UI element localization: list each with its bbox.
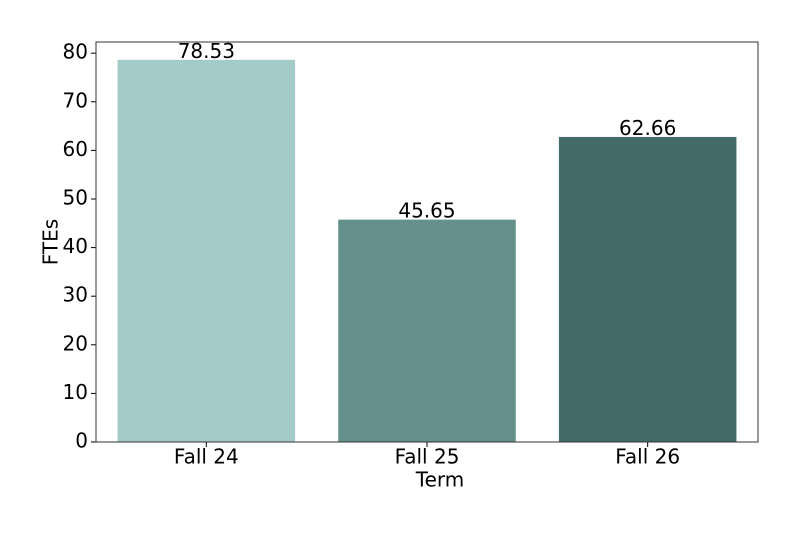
y-tick-label: 70: [63, 88, 88, 112]
bar: [117, 59, 296, 443]
x-tick-label: Fall 24: [174, 445, 239, 469]
y-tick-label: 80: [63, 40, 88, 64]
y-tick-label: 30: [63, 283, 88, 307]
bar: [338, 219, 516, 443]
bar: [558, 136, 737, 443]
y-tick-label: 10: [63, 380, 88, 404]
y-tick-label: 0: [75, 429, 88, 453]
x-tick-label: Fall 25: [395, 445, 460, 469]
x-axis-label: Term: [415, 468, 464, 492]
y-tick-label: 50: [63, 185, 88, 209]
y-tick-label: 40: [63, 234, 88, 258]
y-axis-label: FTEs: [39, 219, 63, 265]
y-tick-label: 20: [63, 331, 88, 355]
value-label: 78.53: [178, 39, 235, 63]
value-label: 45.65: [398, 199, 455, 223]
plot-frame: [95, 41, 759, 443]
value-label: 62.66: [619, 116, 676, 140]
y-tick-label: 60: [63, 137, 88, 161]
x-tick-label: Fall 26: [615, 445, 680, 469]
